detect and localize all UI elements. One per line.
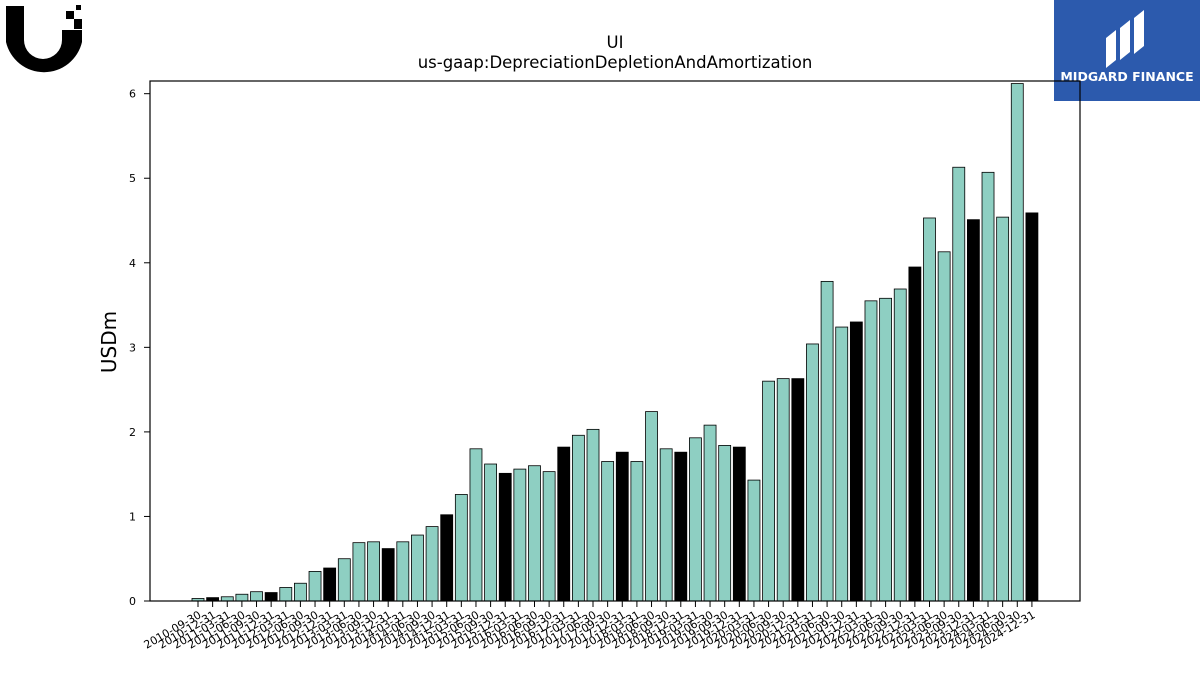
bar-2023-06-30 [937,251,951,602]
chart-subtitle: us-gaap:DepreciationDepletionAndAmortiza… [418,53,813,72]
bar-2018-09-30 [659,448,673,602]
x-axis: 2010-09-302010-12-312011-03-312011-06-30… [142,601,1037,652]
bars [191,83,1039,602]
bar-2019-03-31 [689,437,702,602]
bar-2015-09-30 [484,463,498,602]
bar-2011-09-30 [250,591,263,602]
bar-2016-03-31 [513,468,527,602]
y-tick-label: 0 [129,595,136,608]
y-tick-label: 1 [129,510,136,523]
bar-2024-03-31 [981,171,995,602]
bar-2022-09-30 [893,288,907,602]
bar-2016-12-31 [557,446,571,602]
bar-2017-12-31 [615,451,629,602]
bar-2022-12-31 [908,266,922,602]
bar-2021-09-30 [835,326,849,602]
bar-2015-12-31 [498,472,512,602]
bar-2014-12-31 [440,514,454,602]
bar-2017-06-30 [586,428,600,602]
bar-2020-12-31 [791,378,805,602]
bar-2013-12-31 [381,548,395,602]
bar-2024-06-30 [996,216,1010,602]
bar-2016-06-30 [528,465,541,602]
bar-2011-03-31 [220,596,234,602]
bar-2013-09-30 [367,541,380,602]
bar-2017-03-31 [571,434,585,602]
bar-2020-06-30 [762,380,775,602]
y-tick-label: 3 [129,341,136,354]
bar-2019-06-30 [703,424,717,602]
bar-2020-09-30 [776,378,790,602]
y-tick-label: 5 [129,172,136,185]
y-axis-label: USDm [97,311,121,373]
bar-2018-06-30 [645,411,658,602]
bar-2012-09-30 [308,571,322,602]
bar-2024-09-30 [1010,83,1024,602]
bar-2015-06-30 [469,448,483,602]
partner-name: MIDGARD FINANCE [1060,69,1193,84]
bar-2012-03-31 [279,587,293,602]
bar-2021-06-30 [820,280,834,602]
plot-frame [149,80,1081,602]
bar-2023-09-30 [952,166,966,602]
bar-2017-09-30 [601,461,615,602]
y-tick-label: 4 [129,257,136,270]
y-tick-label: 2 [129,426,136,439]
bar-2022-03-31 [864,300,878,602]
bar-2014-06-30 [411,534,424,602]
chart-title: UI [607,33,624,52]
bar-2012-12-31 [323,567,337,602]
bar-2011-12-31 [264,592,278,602]
bar-2022-06-30 [879,297,893,602]
partner-logo-icon: MIDGARD FINANCE [1054,0,1200,101]
bar-2021-03-31 [806,343,819,602]
bar-2011-06-30 [235,593,249,602]
bar-2014-09-30 [425,526,439,602]
bar-2018-12-31 [674,451,688,602]
bar-2016-09-30 [542,471,556,602]
bar-2014-03-31 [396,541,410,602]
bar-2020-03-31 [747,479,761,602]
bar-2023-12-31 [966,219,980,602]
y-tick-label: 6 [129,88,136,101]
bar-2021-12-31 [849,321,863,602]
bar-2023-03-31 [923,217,936,602]
bar-2013-03-31 [337,558,351,602]
y-axis: 0 1 2 3 4 5 6 [129,88,150,608]
bar-2012-06-30 [294,582,307,602]
bar-2024-12-31 [1025,212,1039,602]
bar-2018-03-31 [630,461,644,602]
bar-2015-03-31 [454,494,468,602]
bar-2019-12-31 [732,446,746,602]
bar-2019-09-30 [718,445,732,602]
brand-logo-icon [6,5,82,73]
bar-2013-06-30 [352,542,366,602]
